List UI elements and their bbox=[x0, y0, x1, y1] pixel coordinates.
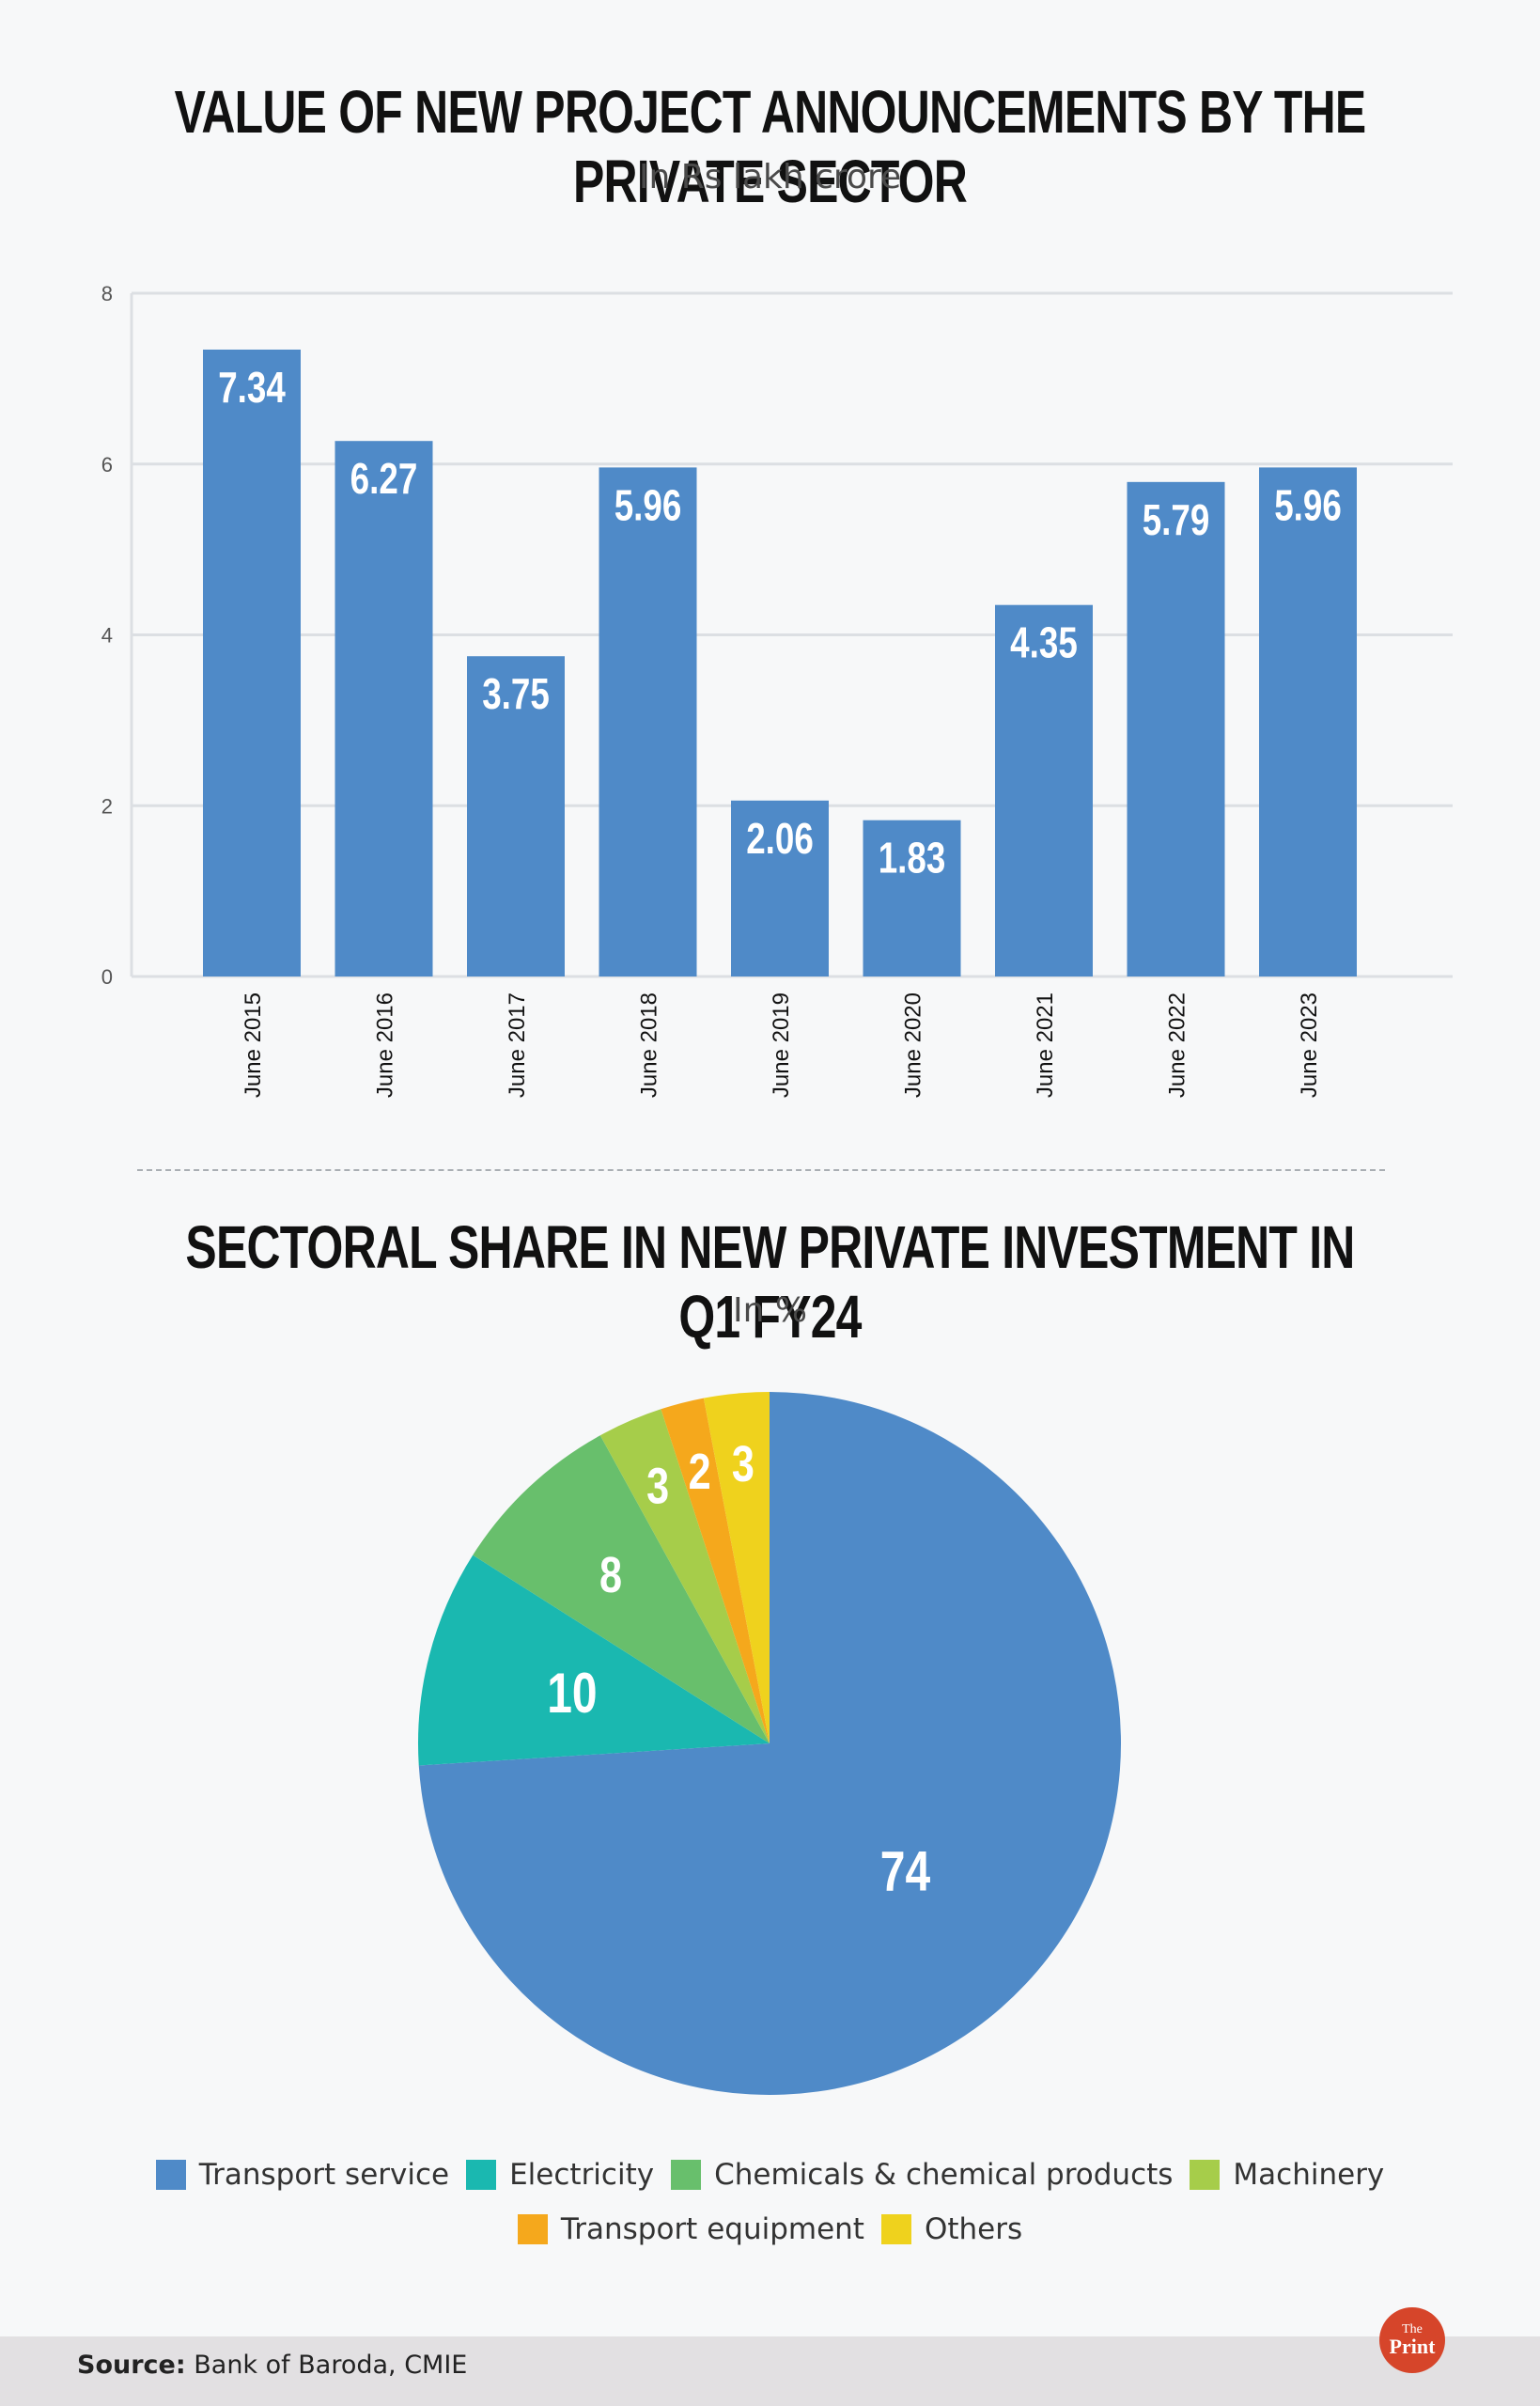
x-tick-label: June 2023 bbox=[1297, 992, 1322, 1098]
bar-value-label: 5.79 bbox=[1143, 495, 1210, 544]
bar bbox=[203, 349, 301, 976]
legend-item-electricity: Electricity bbox=[466, 2158, 654, 2192]
pie-slice bbox=[703, 1392, 770, 1743]
x-tick-label: June 2021 bbox=[1033, 992, 1058, 1098]
bar-chart-title: VALUE OF NEW PROJECT ANNOUNCEMENTS BY TH… bbox=[174, 78, 1367, 215]
pie-slice bbox=[661, 1398, 770, 1743]
x-tick-label: June 2019 bbox=[769, 992, 794, 1098]
pie-value-label: 3 bbox=[646, 1459, 669, 1515]
legend-swatch bbox=[517, 2214, 548, 2244]
x-tick-label: June 2018 bbox=[637, 992, 662, 1098]
footer-bar bbox=[0, 2336, 1540, 2406]
pie-slice bbox=[599, 1409, 770, 1743]
legend-item-others: Others bbox=[880, 2212, 1023, 2246]
legend-swatch bbox=[671, 2160, 702, 2190]
pie-slice bbox=[418, 1392, 1122, 2095]
x-tick-label: June 2017 bbox=[505, 992, 530, 1098]
legend-label: Machinery bbox=[1233, 2158, 1385, 2192]
bar bbox=[1127, 481, 1225, 976]
theprint-logo: The Print bbox=[1379, 2307, 1445, 2373]
legend-item-machinery: Machinery bbox=[1190, 2158, 1384, 2192]
pie-chart-subtitle: In % bbox=[732, 1291, 808, 1330]
legend-item-transport-service: Transport service bbox=[155, 2158, 450, 2192]
pie-value-label: 2 bbox=[689, 1445, 711, 1501]
source-text: Bank of Baroda, CMIE bbox=[194, 2351, 468, 2380]
bar-value-label: 1.83 bbox=[879, 834, 946, 883]
pie-value-label: 10 bbox=[547, 1662, 597, 1725]
legend-swatch bbox=[1190, 2160, 1221, 2190]
source-label: Source: bbox=[77, 2351, 186, 2380]
legend-label: Others bbox=[924, 2212, 1023, 2246]
bar-chart-subtitle: In Rs lakh crore bbox=[638, 158, 902, 196]
legend-item-transport-equipment: Transport equipment bbox=[517, 2212, 864, 2246]
legend-label: Transport equipment bbox=[560, 2212, 864, 2246]
x-tick-label: June 2015 bbox=[241, 992, 266, 1098]
x-tick-label: June 2022 bbox=[1165, 992, 1190, 1098]
legend-item-chemicals: Chemicals & chemical products bbox=[671, 2158, 1173, 2192]
pie-slice bbox=[473, 1435, 770, 1743]
y-tick-label: 6 bbox=[101, 453, 113, 477]
logo-line-1: The bbox=[1402, 2322, 1423, 2336]
y-tick-label: 8 bbox=[101, 282, 113, 305]
pie-value-label: 8 bbox=[599, 1547, 622, 1603]
bar-value-label: 4.35 bbox=[1010, 618, 1078, 667]
y-tick-label: 0 bbox=[101, 965, 113, 989]
bar bbox=[467, 656, 565, 976]
bar-value-label: 7.34 bbox=[218, 363, 286, 412]
pie-slice bbox=[418, 1555, 770, 1766]
bar-value-label: 3.75 bbox=[482, 669, 550, 718]
legend-swatch bbox=[880, 2214, 911, 2244]
section-divider bbox=[137, 1169, 1385, 1171]
bar bbox=[599, 467, 697, 976]
bar bbox=[1259, 467, 1357, 976]
bar bbox=[863, 820, 961, 976]
x-tick-label: June 2016 bbox=[373, 992, 398, 1098]
logo-line-2: Print bbox=[1389, 2335, 1436, 2358]
pie-legend-row-2: Transport equipment Others bbox=[0, 2212, 1540, 2246]
bar bbox=[731, 800, 829, 976]
pie-legend-row-1: Transport service Electricity Chemicals … bbox=[0, 2158, 1540, 2192]
pie-value-label: 74 bbox=[880, 1840, 930, 1903]
legend-swatch bbox=[155, 2160, 186, 2190]
bar-value-label: 5.96 bbox=[614, 480, 682, 529]
bar-value-label: 6.27 bbox=[350, 454, 418, 503]
x-tick-label: June 2020 bbox=[901, 992, 926, 1098]
source-note: Source: Bank of Baroda, CMIE bbox=[77, 2351, 467, 2380]
bar bbox=[334, 441, 433, 976]
legend-label: Chemicals & chemical products bbox=[714, 2158, 1174, 2192]
pie-value-label: 3 bbox=[732, 1437, 754, 1493]
pie-chart-title: SECTORAL SHARE IN NEW PRIVATE INVESTMENT… bbox=[185, 1213, 1355, 1351]
y-tick-label: 2 bbox=[101, 794, 113, 818]
bar bbox=[995, 604, 1093, 976]
bar-chart: 0 2 4 6 8 7.34 June 2015 6.27 June 2016 3.75 June … bbox=[101, 282, 1453, 1098]
legend-swatch bbox=[466, 2160, 497, 2190]
bar-value-label: 2.06 bbox=[746, 814, 814, 863]
legend-label: Transport service bbox=[198, 2158, 450, 2192]
y-tick-label: 4 bbox=[101, 624, 113, 648]
bar-value-label: 5.96 bbox=[1274, 480, 1342, 529]
legend-label: Electricity bbox=[509, 2158, 655, 2192]
